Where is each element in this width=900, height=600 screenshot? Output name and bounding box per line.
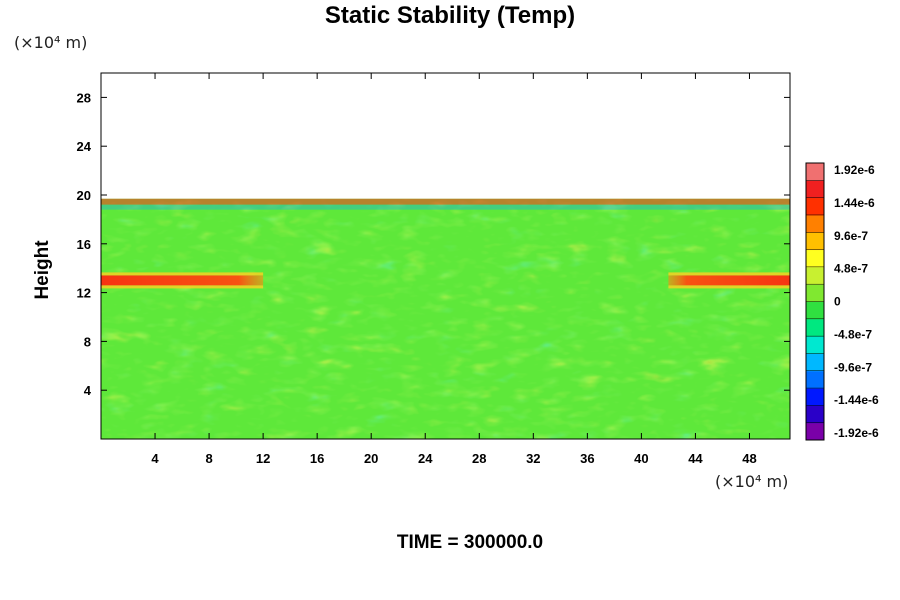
colorbar-frame: [805, 162, 825, 441]
x-tick-label: 48: [742, 451, 756, 466]
x-tick-label: 12: [256, 451, 270, 466]
colorbar-segment: [806, 301, 824, 320]
chart-title: Static Stability (Temp): [324, 2, 576, 29]
x-unit-label: (×10⁴ m): [715, 472, 789, 491]
colorbar-segment: [806, 266, 824, 285]
colorbar-segment: [806, 370, 824, 389]
colorbar-segment: [806, 180, 824, 199]
colorbar-segment: [806, 318, 824, 337]
field-top-edge: [101, 198, 790, 205]
y-tick-label: 28: [77, 90, 91, 105]
x-tick-label: 44: [688, 451, 703, 466]
colorbar-segment: [806, 388, 824, 406]
y-tick-label: 16: [77, 237, 91, 252]
stable-band-edge: [101, 285, 264, 289]
y-tick-label: 20: [77, 188, 91, 203]
y-tick-label: 8: [84, 334, 91, 349]
colorbar-label: 4.8e-7: [834, 262, 868, 276]
colorbar-segment: [806, 336, 824, 354]
colorbar-label: 9.6e-7: [834, 229, 868, 243]
field-top-edge-blue: [101, 204, 790, 210]
x-tick-label: 32: [526, 451, 540, 466]
x-tick-label: 24: [418, 451, 433, 466]
colorbar-segment: [806, 232, 824, 251]
x-tick-label: 4: [151, 451, 159, 466]
x-tick-label: 16: [310, 451, 324, 466]
x-tick-label: 20: [364, 451, 378, 466]
stable-band: [101, 275, 264, 286]
y-tick-label: 24: [77, 139, 92, 154]
y-tick-label: 4: [84, 383, 92, 398]
time-label: TIME = 300000.0: [396, 532, 544, 553]
colorbar-segment: [806, 249, 824, 268]
colorbar-label: -1.44e-6: [834, 393, 879, 407]
stable-band-edge: [668, 272, 790, 276]
colorbar-segment: [806, 405, 824, 424]
stable-band-edge: [668, 285, 790, 289]
y-tick-label: 12: [77, 286, 91, 301]
colorbar-segment: [806, 214, 824, 233]
x-tick-label: 28: [472, 451, 486, 466]
colorbar-segment: [806, 284, 824, 302]
x-tick-label: 36: [580, 451, 594, 466]
colorbar-label: 0: [834, 295, 841, 309]
colorbar-segment: [806, 422, 824, 441]
colorbar-segment: [806, 197, 824, 216]
heatmap-field: [101, 198, 790, 439]
colorbar-label: -1.92e-6: [834, 426, 879, 440]
stable-band: [668, 275, 790, 286]
x-tick-label: 40: [634, 451, 648, 466]
colorbar-segment: [806, 163, 824, 181]
colorbar-segment: [806, 353, 824, 372]
x-tick-label: 8: [205, 451, 212, 466]
colorbar-label: -4.8e-7: [834, 327, 872, 341]
colorbar-label: -9.6e-7: [834, 360, 872, 374]
field-texture: [101, 198, 790, 439]
plot-frame: [100, 72, 791, 440]
y-unit-label: (×10⁴ m): [14, 33, 88, 52]
stable-band-edge: [101, 272, 264, 276]
colorbar-label: 1.92e-6: [834, 163, 875, 177]
colorbar-label: 1.44e-6: [834, 196, 875, 210]
